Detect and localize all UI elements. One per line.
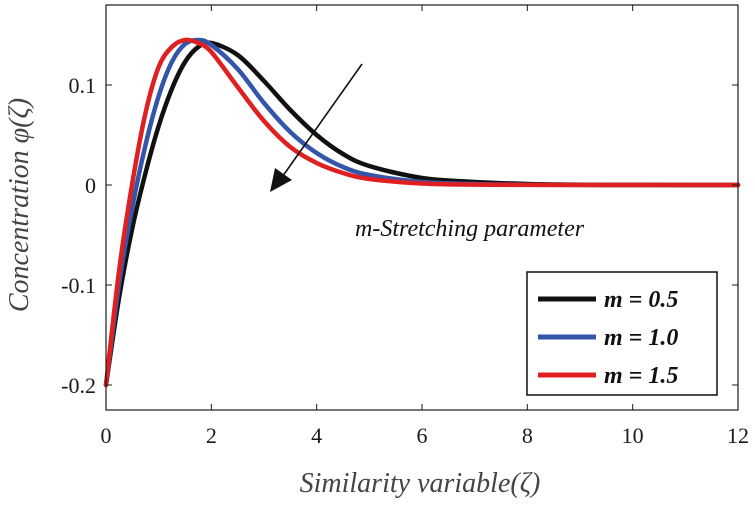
series-lines [103,37,741,388]
annotation-text: m-Stretching parameter [355,216,585,242]
y-tick-label: 0.1 [69,73,97,98]
series-line-3 [103,37,741,388]
legend-label-2: m = 1.0 [604,325,678,351]
x-tick-label: 4 [311,423,322,448]
legend-label-3: m = 1.5 [604,363,678,389]
tick-labels: 0 2 4 6 8 10 12 -0.2 -0.1 0 0.1 [61,73,749,448]
legend-label-1: m = 0.5 [604,287,678,313]
annotation-arrow [270,63,363,192]
axes [105,4,739,411]
x-tick-label: 0 [101,423,112,448]
y-axis-label: Concentration φ(ζ) [4,98,35,312]
y-tick-label: -0.2 [61,373,96,398]
x-tick-label: 12 [727,423,749,448]
x-tick-label: 6 [417,423,428,448]
x-tick-label: 2 [206,423,217,448]
x-tick-label: 10 [622,423,644,448]
x-axis-label: Similarity variable(ζ) [300,468,541,499]
y-tick-label: 0 [85,173,96,198]
legend: m = 0.5 m = 1.0 m = 1.5 [526,271,718,396]
y-tick-label: -0.1 [61,273,96,298]
x-tick-label: 8 [522,423,533,448]
